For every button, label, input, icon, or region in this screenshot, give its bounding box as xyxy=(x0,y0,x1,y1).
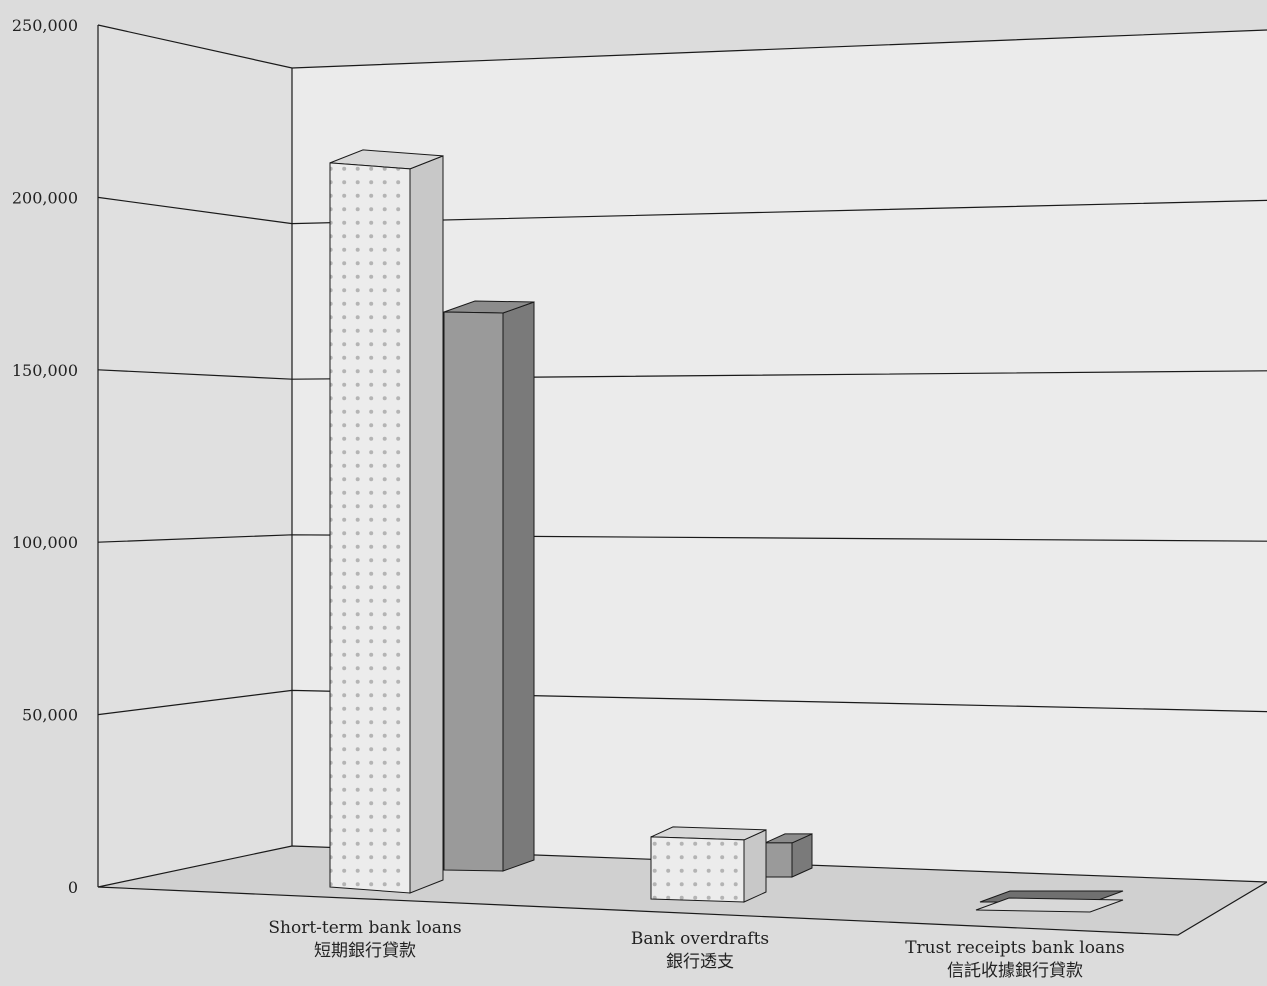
bar-series1-front xyxy=(329,162,411,894)
y-tick-label: 50,000 xyxy=(22,706,78,725)
y-axis-ticks: 0 50,000 100,000 150,000 200,000 250,000 xyxy=(12,16,78,897)
bar-series2-side xyxy=(502,301,535,872)
gridlines xyxy=(97,24,1267,887)
y-tick-label: 150,000 xyxy=(12,361,78,380)
category-label-en: Short-term bank loans xyxy=(268,918,461,938)
side-wall xyxy=(98,25,292,887)
bar-series2-front xyxy=(443,311,504,872)
chart-walls xyxy=(97,25,1267,936)
y-tick-label: 100,000 xyxy=(12,533,78,552)
category-label-en: Trust receipts bank loans xyxy=(905,938,1125,958)
back-wall xyxy=(292,30,1267,882)
y-tick-label: 0 xyxy=(68,878,78,897)
category-label-en: Bank overdrafts xyxy=(631,929,769,949)
category-label-zh: 銀行透支 xyxy=(666,952,734,972)
bar-series2-front xyxy=(764,842,793,878)
y-tick-label: 250,000 xyxy=(12,16,78,35)
category-label-zh: 信託收據銀行貸款 xyxy=(947,961,1083,981)
bars xyxy=(329,149,1124,913)
bar-series1-side xyxy=(743,829,767,903)
bar-series1-front xyxy=(650,836,745,903)
category-label-zh: 短期銀行貸款 xyxy=(314,941,416,961)
y-tick-label: 200,000 xyxy=(12,188,78,207)
x-axis-labels: Short-term bank loans 短期銀行貸款 Bank overdraf… xyxy=(268,918,1124,981)
bar-series1-flat xyxy=(975,897,1124,913)
bar-series1-side xyxy=(409,155,444,894)
